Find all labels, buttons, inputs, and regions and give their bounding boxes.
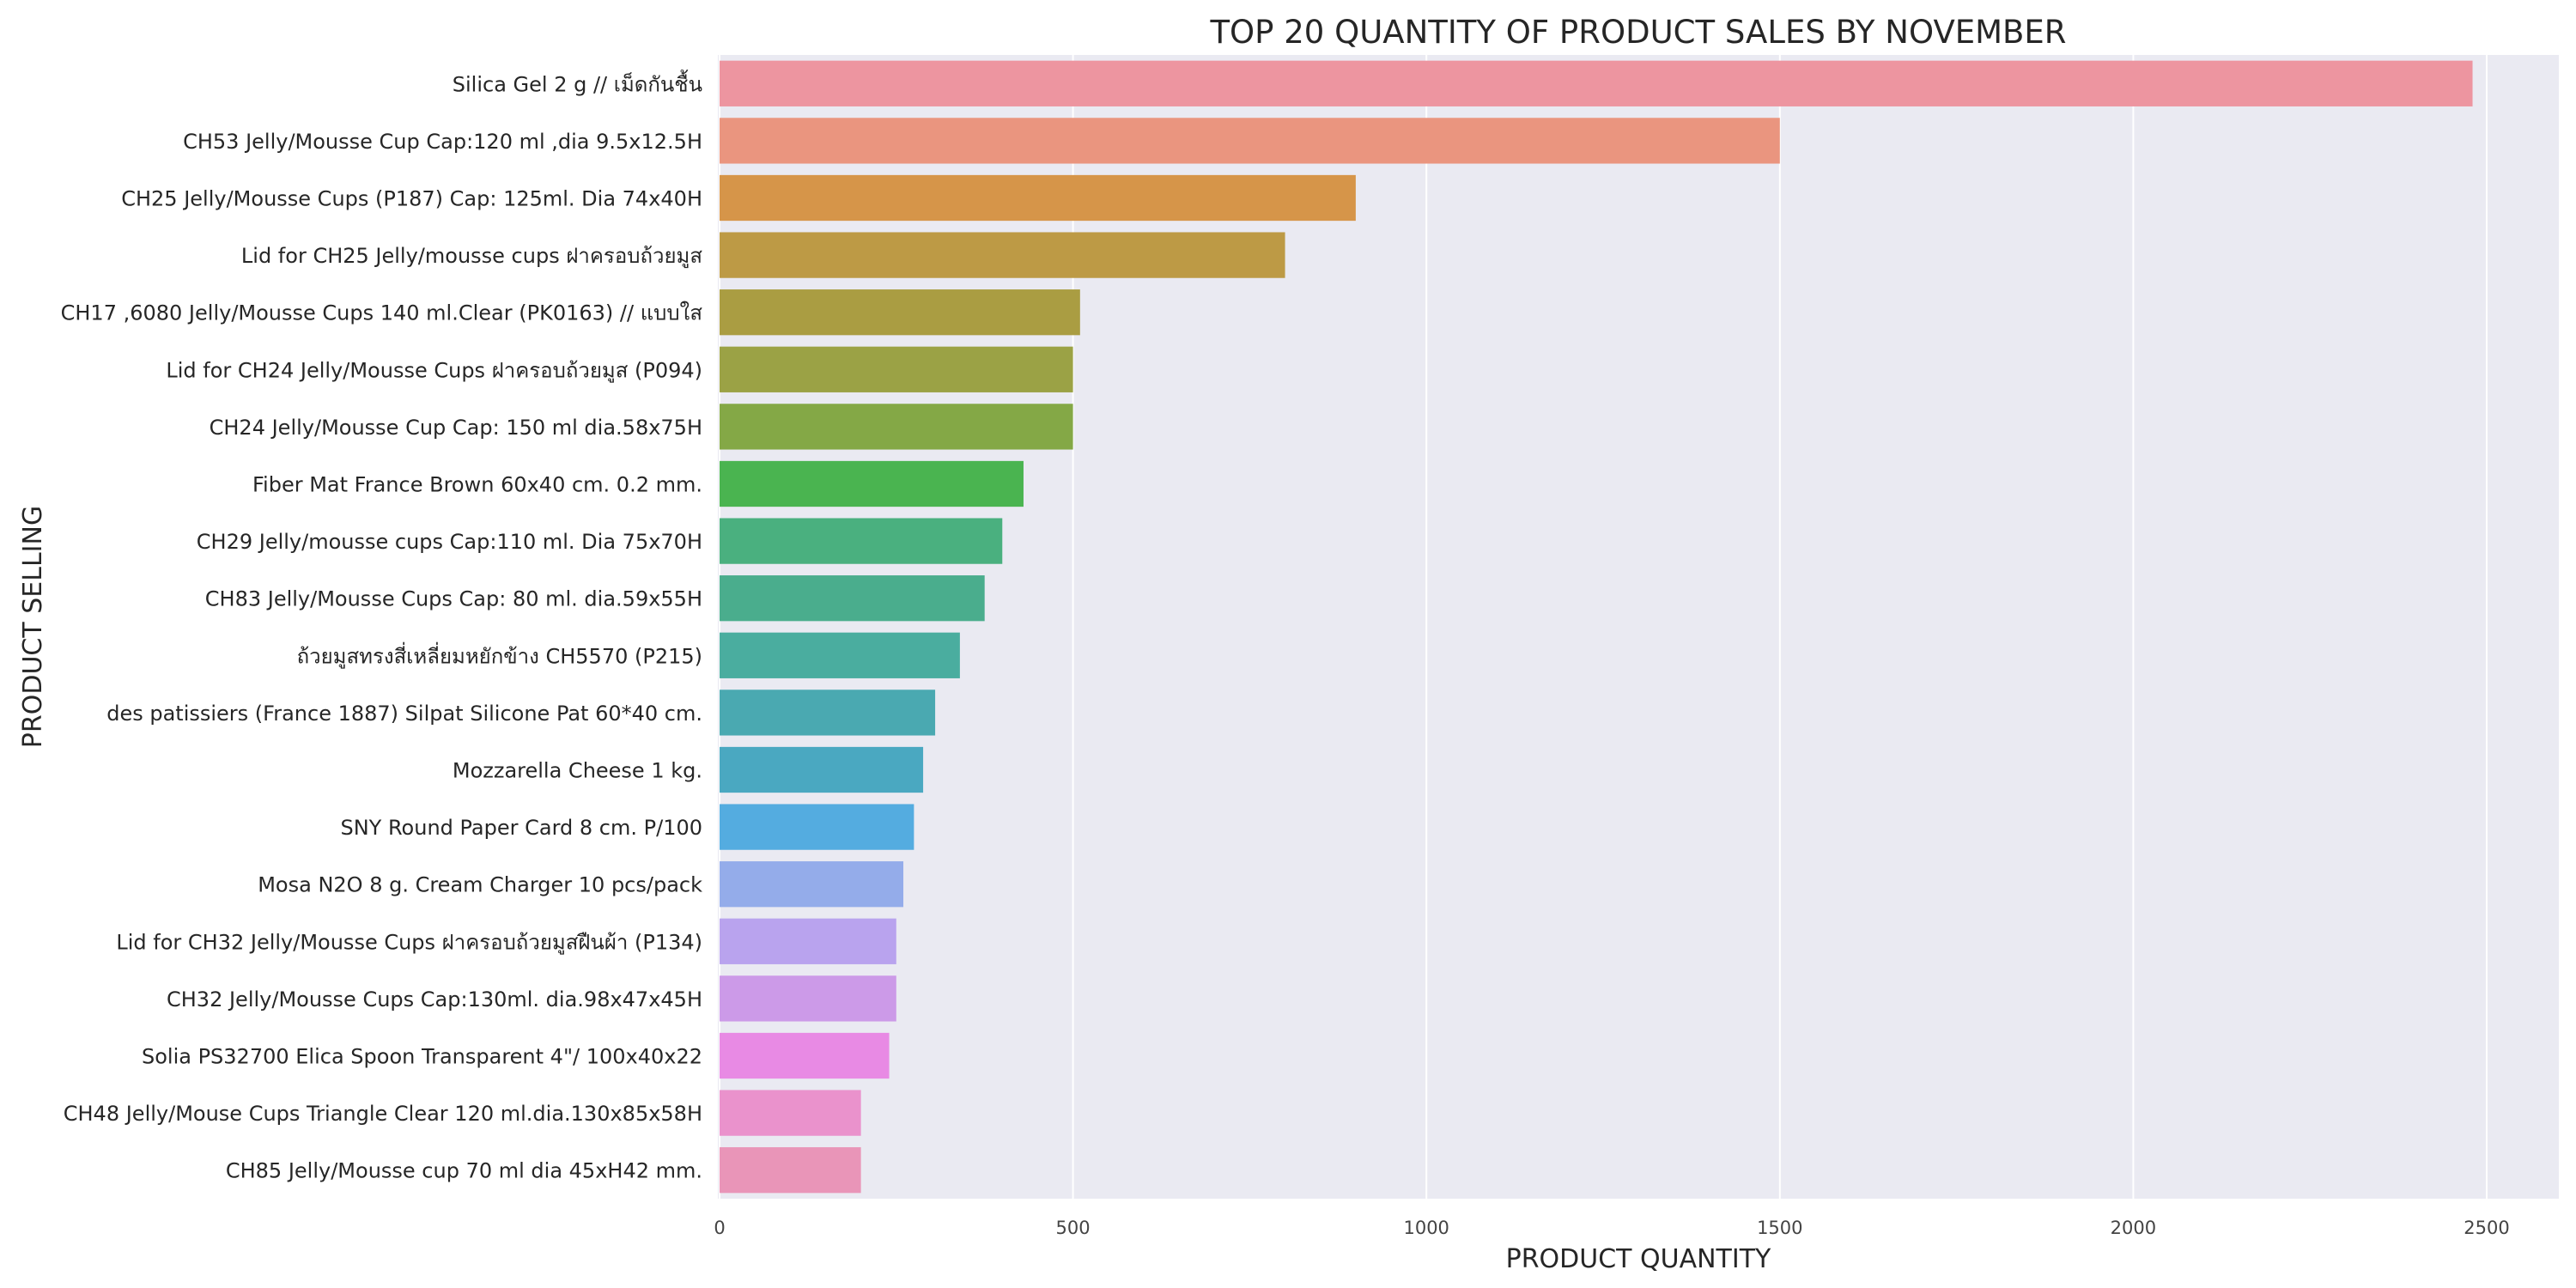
category-label: CH53 Jelly/Mousse Cup Cap:120 ml ,dia 9.… <box>183 130 702 154</box>
category-label: CH29 Jelly/mousse cups Cap:110 ml. Dia 7… <box>197 530 702 554</box>
bar <box>720 632 960 678</box>
category-label: Fiber Mat France Brown 60x40 cm. 0.2 mm. <box>252 473 702 497</box>
bar <box>720 1147 861 1194</box>
bar <box>720 60 2473 106</box>
bar <box>720 975 896 1022</box>
x-tick-label: 1500 <box>1757 1218 1802 1238</box>
category-label: des patissiers (France 1887) Silpat Sili… <box>106 702 702 726</box>
category-label: CH83 Jelly/Mousse Cups Cap: 80 ml. dia.5… <box>205 587 702 611</box>
category-label: CH17 ,6080 Jelly/Mousse Cups 140 ml.Clea… <box>61 301 703 325</box>
bar <box>720 861 904 908</box>
y-axis-label: PRODUCT SELLING <box>18 506 48 748</box>
x-tick-label: 1000 <box>1403 1218 1449 1238</box>
bar <box>720 289 1080 336</box>
bar <box>720 575 985 622</box>
category-label: Mozzarella Cheese 1 kg. <box>453 759 702 783</box>
bar <box>720 346 1073 392</box>
category-label: Lid for CH25 Jelly/mousse cups ฝาครอบถ้ว… <box>241 244 702 269</box>
bar <box>720 918 896 964</box>
category-label: CH85 Jelly/Mousse cup 70 ml dia 45xH42 m… <box>226 1159 702 1183</box>
bar <box>720 518 1003 564</box>
bar <box>720 804 914 850</box>
category-label: ถ้วยมูสทรงสี่เหลี่ยมหยักข้าง CH5570 (P21… <box>297 641 702 669</box>
category-label: Lid for CH32 Jelly/Mousse Cups ฝาครอบถ้ว… <box>116 930 702 955</box>
x-tick-label: 2000 <box>2111 1218 2156 1238</box>
category-label: CH48 Jelly/Mouse Cups Triangle Clear 120… <box>64 1102 702 1126</box>
bar <box>720 746 924 793</box>
bar <box>720 460 1024 507</box>
chart-title: TOP 20 QUANTITY OF PRODUCT SALES BY NOVE… <box>1209 14 2066 51</box>
category-labels: Silica Gel 2 g // เม็ดกันชื้น CH53 Jelly/… <box>61 69 703 1182</box>
bar <box>720 690 936 736</box>
category-label: CH25 Jelly/Mousse Cups (P187) Cap: 125ml… <box>121 187 702 211</box>
bars <box>720 60 2473 1194</box>
x-tick-labels: 0 500 1000 1500 2000 2500 <box>714 1218 2509 1238</box>
bar <box>720 174 1356 222</box>
x-tick-label: 2500 <box>2464 1218 2509 1238</box>
category-label: SNY Round Paper Card 8 cm. P/100 <box>340 816 702 840</box>
x-tick-label: 0 <box>714 1218 725 1238</box>
bar <box>720 404 1073 450</box>
x-axis-label: PRODUCT QUANTITY <box>1506 1244 1771 1274</box>
category-label: Mosa N2O 8 g. Cream Charger 10 pcs/pack <box>258 873 702 897</box>
category-label: CH32 Jelly/Mousse Cups Cap:130ml. dia.98… <box>167 987 702 1012</box>
bar <box>720 1032 890 1079</box>
category-label: Lid for CH24 Jelly/Mousse Cups ฝาครอบถ้ว… <box>166 358 702 383</box>
category-label: Silica Gel 2 g // เม็ดกันชื้น <box>453 69 702 96</box>
plot-background <box>718 55 2559 1199</box>
category-label: CH24 Jelly/Mousse Cup Cap: 150 ml dia.58… <box>210 416 702 440</box>
bar <box>720 232 1285 278</box>
x-tick-label: 500 <box>1056 1218 1091 1238</box>
bar <box>720 1090 861 1136</box>
category-label: Solia PS32700 Elica Spoon Transparent 4"… <box>142 1045 702 1069</box>
bar <box>720 118 1780 164</box>
